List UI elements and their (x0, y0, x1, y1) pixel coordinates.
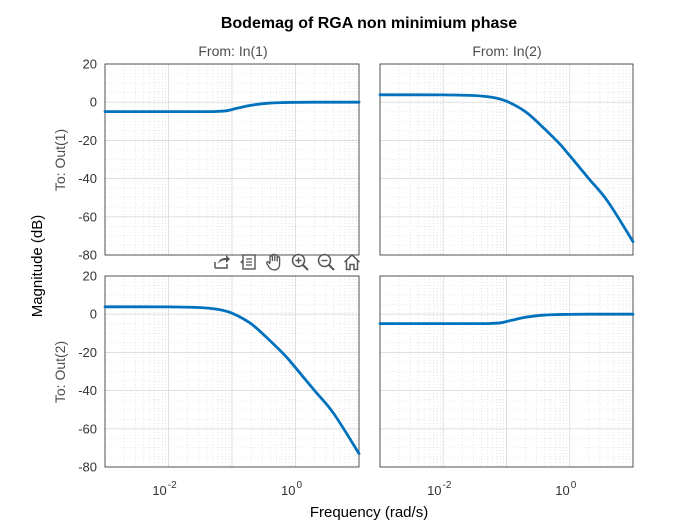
y-tick-label: -80 (78, 460, 97, 475)
axes-toolbar (210, 250, 364, 274)
zoom-in-button[interactable] (288, 250, 312, 274)
zoom-in-icon (291, 253, 309, 271)
x-tick-label: 10-2 (152, 480, 177, 498)
series-line-Out(2)-In(2) (378, 312, 635, 326)
export-icon (214, 255, 230, 269)
panel-1-2 (378, 63, 635, 256)
y-tick-label: 0 (90, 307, 97, 322)
series-line-Out(2)-In(1) (103, 305, 361, 455)
y-tick-label: -20 (78, 345, 97, 360)
input-label-2: From: In(2) (472, 43, 541, 59)
home-icon (343, 253, 361, 271)
output-label-2: To: Out(2) (52, 341, 68, 403)
axes-frame (104, 275, 360, 468)
output-label-1: To: Out(1) (52, 129, 68, 191)
home-button[interactable] (340, 250, 364, 274)
y-tick-label: -20 (78, 133, 97, 148)
y-axis-label: Magnitude (dB) (29, 215, 46, 318)
y-tick-label: 0 (90, 95, 97, 110)
axes-frame (379, 63, 634, 256)
data-tips-icon (240, 254, 256, 270)
y-tick-label: -60 (78, 209, 97, 224)
panel-1-1: -80 -60 -40 -20 0 20 (78, 57, 361, 263)
series-line-Out(1)-In(1) (103, 100, 361, 114)
y-tick-label: -40 (78, 383, 97, 398)
zoom-out-button[interactable] (314, 250, 338, 274)
export-button[interactable] (210, 250, 234, 274)
input-label-1: From: In(1) (198, 43, 267, 59)
panel-2-1: -80 -60 -40 -20 0 20 10-2 100 (78, 269, 361, 498)
y-tick-label: -40 (78, 171, 97, 186)
x-tick-label: 100 (281, 480, 302, 498)
panel-2-2: 10-2 100 (378, 275, 635, 498)
zoom-out-icon (317, 253, 335, 271)
x-tick-label: 10-2 (427, 480, 452, 498)
y-tick-label: 20 (83, 57, 97, 72)
x-axis-label: Frequency (rad/s) (310, 504, 428, 521)
data-tips-button[interactable] (236, 250, 260, 274)
y-tick-label: -60 (78, 421, 97, 436)
pan-button[interactable] (262, 250, 286, 274)
y-tick-label: -80 (78, 248, 97, 263)
y-tick-label: 20 (83, 269, 97, 284)
chart-title: Bodemag of RGA non minimium phase (221, 15, 517, 32)
axes-frame (104, 63, 360, 256)
series-line-Out(1)-In(2) (378, 93, 635, 243)
pan-icon (266, 253, 281, 271)
x-tick-label: 100 (555, 480, 576, 498)
axes-frame (379, 275, 634, 468)
